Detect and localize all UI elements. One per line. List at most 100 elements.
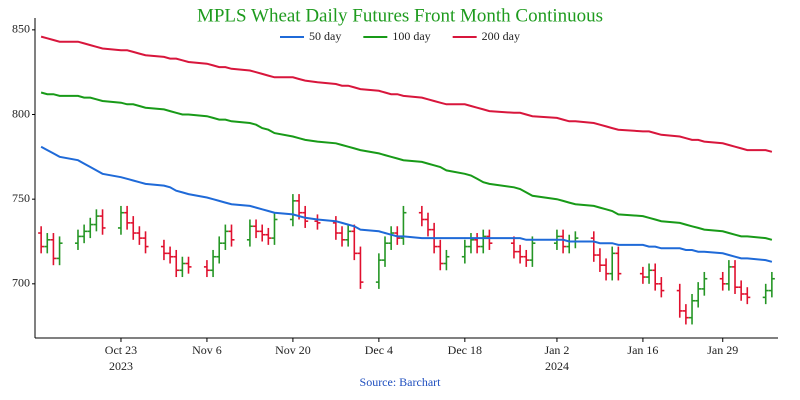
ohlc-bar xyxy=(486,229,493,250)
ma-line xyxy=(40,91,773,241)
ohlc-bar xyxy=(160,239,167,261)
ohlc-bar xyxy=(136,226,143,245)
ohlc-bar xyxy=(590,231,597,262)
x-tick-label: Jan 2 xyxy=(544,343,569,357)
ohlc-bar xyxy=(566,234,573,254)
ohlc-bar xyxy=(418,205,425,227)
ohlc-bar xyxy=(93,209,100,232)
ohlc-bar xyxy=(142,231,149,254)
ohlc-bar xyxy=(689,293,696,325)
ohlc-bar xyxy=(572,231,579,249)
ohlc-bar xyxy=(762,283,769,305)
x-year-label: 2024 xyxy=(545,359,569,373)
y-tick-label: 700 xyxy=(12,276,30,290)
ohlc-bar xyxy=(744,287,751,305)
ohlc-bar xyxy=(56,236,63,266)
source-note: Source: Barchart xyxy=(360,375,442,389)
x-tick-label: Jan 29 xyxy=(707,343,738,357)
ohlc-bar xyxy=(474,233,481,254)
ohlc-bar xyxy=(701,271,708,296)
ma-line xyxy=(40,145,773,263)
ohlc-bar xyxy=(185,256,192,274)
y-tick-label: 800 xyxy=(12,106,30,120)
y-tick-label: 850 xyxy=(12,22,30,36)
ohlc-bar xyxy=(375,253,382,289)
ohlc-bar xyxy=(560,229,567,254)
ohlc-bar xyxy=(173,249,180,278)
ohlc-bar xyxy=(74,229,81,250)
x-tick-label: Nov 6 xyxy=(192,343,222,357)
ohlc-bar xyxy=(44,233,51,254)
x-year-label: 2023 xyxy=(109,359,133,373)
ohlc-bar xyxy=(725,260,732,291)
ohlc-bar xyxy=(517,244,524,264)
ohlc-bar xyxy=(314,214,321,230)
ohlc-bar xyxy=(332,216,339,240)
ohlc-bar xyxy=(437,239,444,271)
chart-title: MPLS Wheat Daily Futures Front Month Con… xyxy=(197,5,603,26)
ohlc-bar xyxy=(357,246,364,289)
ohlc-bar xyxy=(480,229,487,254)
ohlc-bar xyxy=(50,233,57,266)
ohlc-bar xyxy=(695,282,702,308)
ohlc-bar xyxy=(719,271,726,291)
x-tick-label: Dec 18 xyxy=(448,343,482,357)
ohlc-bar xyxy=(210,249,217,278)
ohlc-bar xyxy=(658,277,665,298)
legend-label: 50 day xyxy=(309,29,341,43)
ohlc-bar xyxy=(38,226,45,254)
ohlc-bar xyxy=(424,212,431,237)
ohlc-bar xyxy=(738,280,745,301)
ohlc-bar xyxy=(652,263,659,291)
ohlc-bar xyxy=(203,260,210,278)
x-tick-label: Oct 23 xyxy=(105,343,137,357)
ohlc-bar xyxy=(246,219,253,247)
ma-line xyxy=(40,35,773,153)
ohlc-bar xyxy=(87,217,94,239)
ohlc-bar xyxy=(99,209,106,235)
y-tick-label: 750 xyxy=(12,191,30,205)
ohlc-bar xyxy=(646,263,653,284)
ohlc-bar xyxy=(388,226,395,250)
ohlc-bar xyxy=(615,246,622,281)
ohlc-bar xyxy=(289,194,296,227)
ohlc-bar xyxy=(130,216,137,240)
ohlc-bar xyxy=(400,205,407,245)
ohlc-bar xyxy=(81,224,88,244)
x-tick-label: Dec 4 xyxy=(365,343,393,357)
ohlc-bar xyxy=(216,236,223,264)
ohlc-bar xyxy=(639,266,646,284)
ohlc-bar xyxy=(768,271,775,298)
ohlc-bar xyxy=(253,219,260,239)
ohlc-bar xyxy=(222,224,229,250)
ohlc-bar xyxy=(732,260,739,294)
ohlc-bar xyxy=(461,239,468,264)
ohlc-bar xyxy=(382,236,389,267)
ohlc-bar xyxy=(265,227,272,245)
ohlc-bar xyxy=(676,283,683,318)
ohlc-bar xyxy=(271,212,278,245)
ohlc-bar xyxy=(179,256,186,278)
ohlc-bar xyxy=(603,258,610,281)
x-tick-label: Nov 20 xyxy=(275,343,311,357)
x-tick-label: Jan 16 xyxy=(627,343,658,357)
ohlc-bar xyxy=(443,249,450,271)
ohlc-bar xyxy=(345,224,352,247)
legend-label: 100 day xyxy=(392,29,430,43)
ohlc-bar xyxy=(682,304,689,325)
ohlc-bar xyxy=(510,236,517,259)
ohlc-bar xyxy=(351,224,358,261)
ohlc-bar xyxy=(339,226,346,247)
ohlc-bar xyxy=(523,249,530,267)
ohlc-bar xyxy=(117,205,124,235)
ohlc-bar xyxy=(124,205,131,230)
ohlc-bar xyxy=(167,246,174,264)
legend-label: 200 day xyxy=(482,29,520,43)
ohlc-bar xyxy=(596,248,603,272)
ohlc-bar xyxy=(467,233,474,254)
ohlc-bar xyxy=(609,246,616,281)
ohlc-bar xyxy=(529,236,536,267)
ohlc-bar xyxy=(228,224,235,247)
